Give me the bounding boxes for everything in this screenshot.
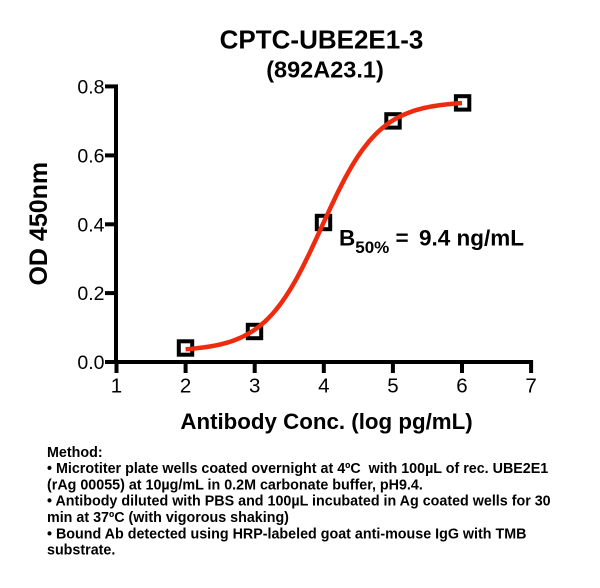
svg-text:Antibody Conc. (log pg/mL): Antibody Conc. (log pg/mL) [180, 409, 472, 434]
svg-text:5: 5 [387, 375, 398, 398]
svg-text:1: 1 [111, 375, 122, 398]
svg-text:(rAg 00055) at 10µg/mL in 0.2M: (rAg 00055) at 10µg/mL in 0.2M carbonate… [47, 477, 423, 493]
svg-text:substrate.: substrate. [47, 543, 115, 559]
svg-text:0.8: 0.8 [77, 77, 104, 99]
svg-text:• Antibody diluted with PBS an: • Antibody diluted with PBS and 100µL in… [47, 494, 551, 510]
svg-text:0.4: 0.4 [77, 214, 104, 236]
svg-text:0.2: 0.2 [77, 283, 104, 305]
svg-text:7: 7 [525, 375, 536, 398]
svg-text:3: 3 [249, 375, 260, 398]
svg-text:0.0: 0.0 [77, 352, 104, 374]
svg-text:• Microtiter plate wells coate: • Microtiter plate wells coated overnigh… [47, 461, 548, 477]
svg-text:2: 2 [180, 375, 191, 398]
svg-text:6: 6 [456, 375, 467, 398]
svg-text:OD 450nm: OD 450nm [25, 162, 53, 286]
svg-text:CPTC-UBE2E1-3: CPTC-UBE2E1-3 [220, 25, 424, 55]
svg-text:0.6: 0.6 [77, 146, 104, 168]
svg-text:(892A23.1): (892A23.1) [266, 57, 384, 83]
svg-text:min at 37ºC (with vigorous sha: min at 37ºC (with vigorous shaking) [47, 510, 289, 526]
svg-text:• Bound Ab detected using HRP-: • Bound Ab detected using HRP-labeled go… [47, 526, 526, 542]
svg-text:Method:: Method: [47, 445, 103, 461]
svg-text:4: 4 [318, 375, 329, 398]
